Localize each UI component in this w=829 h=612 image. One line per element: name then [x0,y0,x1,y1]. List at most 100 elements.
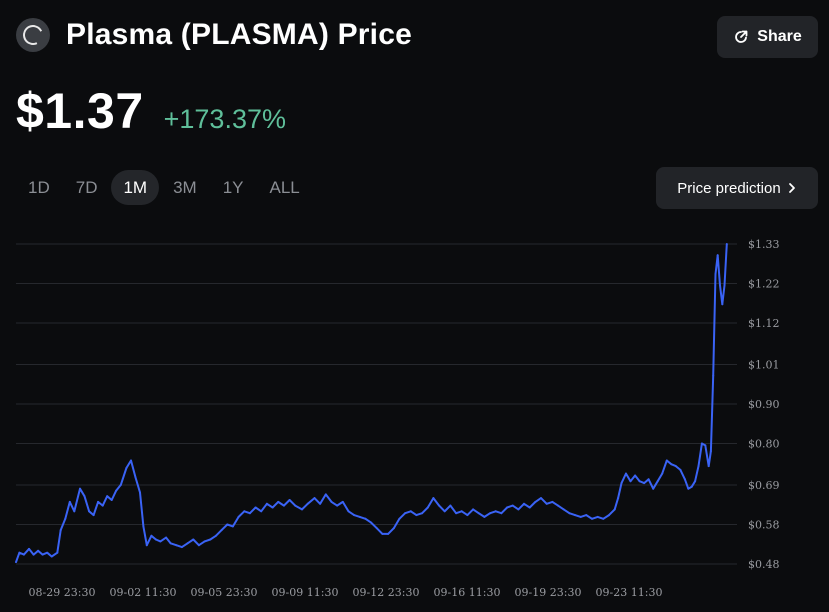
price-point [381,532,384,535]
price-point [585,514,588,517]
y-tick-label: $1.12 [748,317,780,330]
price-point [426,506,429,509]
price-point [186,542,189,545]
price-point [88,510,91,513]
price-point [319,502,322,505]
y-tick-label: $0.48 [748,558,780,571]
price-point [248,512,251,515]
price-point [145,544,148,547]
price-point [652,487,655,490]
price-point [523,502,525,505]
price-point [674,465,677,468]
price-point [313,497,316,500]
price-point [661,472,664,475]
price-point [139,491,141,494]
page-title: Plasma (PLASMA) Price [66,18,412,51]
price-prediction-button[interactable]: Price prediction [656,167,818,209]
y-tick-label: $1.22 [748,278,780,291]
price-point [294,504,297,507]
current-price: $1.37 [16,83,144,139]
price-point [288,499,291,501]
price-point [719,284,721,287]
price-point [115,489,118,492]
price-point [324,493,327,496]
price-point [707,465,710,468]
price-point [665,459,668,462]
price-point [231,525,234,528]
price-point [629,480,632,483]
price-point [68,500,71,503]
x-tick-label: 09-09 11:30 [272,586,339,599]
price-point [528,506,531,509]
price-point [725,243,728,245]
y-tick-label: $0.90 [748,398,780,411]
price-point [608,514,610,517]
price-prediction-label: Price prediction [677,179,781,197]
price-point [110,499,113,501]
price-point [154,538,157,541]
page-header: Plasma (PLASMA) Price [16,18,412,52]
price-point [721,303,724,306]
price-point [404,512,407,515]
price-point [59,529,62,532]
price-point [534,500,537,503]
y-tick-label: $0.80 [748,438,780,451]
price-point [700,442,703,445]
price-point [714,273,717,276]
price-point [119,483,122,486]
price-point [460,510,463,513]
period-tab-1y[interactable]: 1Y [222,177,244,197]
price-point [438,504,441,507]
price-point [398,517,401,520]
share-button[interactable]: Share [717,16,818,58]
price-point [494,510,497,513]
period-selector: 1D 7D 1M 3M 1Y ALL [16,170,312,205]
price-chart: $1.33 $1.22 $1.12 $1.01 $0.90 $0.80 $0.69 $0.58… [15,238,780,599]
price-point [159,540,162,543]
price-point [330,500,333,503]
price-point [392,527,395,530]
chevron-right-icon [788,183,795,193]
price-point [134,476,137,479]
price-point [73,510,76,513]
price-point [709,450,712,453]
price-point [192,538,195,541]
price-point [670,463,673,466]
price-row: $1.37 +173.37% [16,82,286,140]
price-point [545,502,548,505]
price-point [443,510,446,513]
price-point [130,459,132,462]
price-point [175,544,178,547]
price-point [602,517,605,520]
price-point [638,480,641,483]
price-point [106,495,109,498]
price-point [500,512,503,515]
y-tick-label: $1.01 [748,358,780,371]
price-point [557,504,559,507]
price-point [364,517,367,520]
period-tab-3m[interactable]: 3M [173,177,197,197]
price-point [243,510,246,513]
price-point [687,487,690,490]
price-point [579,515,582,518]
price-point [613,508,616,511]
price-point [455,512,458,515]
price-point [265,502,268,505]
price-point [92,514,95,517]
price-point [617,497,620,500]
period-tab-1m[interactable]: 1M [111,170,160,205]
price-point [347,510,350,513]
period-tab-7d[interactable]: 7D [75,177,98,197]
price-point [142,525,145,528]
price-point [50,555,53,558]
price-point [197,544,200,547]
price-point [214,534,217,537]
period-tab-1d[interactable]: 1D [28,177,50,197]
price-point [489,512,492,515]
price-point [180,546,183,549]
price-point [101,504,104,507]
period-tab-all[interactable]: ALL [269,177,300,197]
price-point [79,487,81,490]
price-point [271,506,274,509]
price-point [370,521,373,524]
